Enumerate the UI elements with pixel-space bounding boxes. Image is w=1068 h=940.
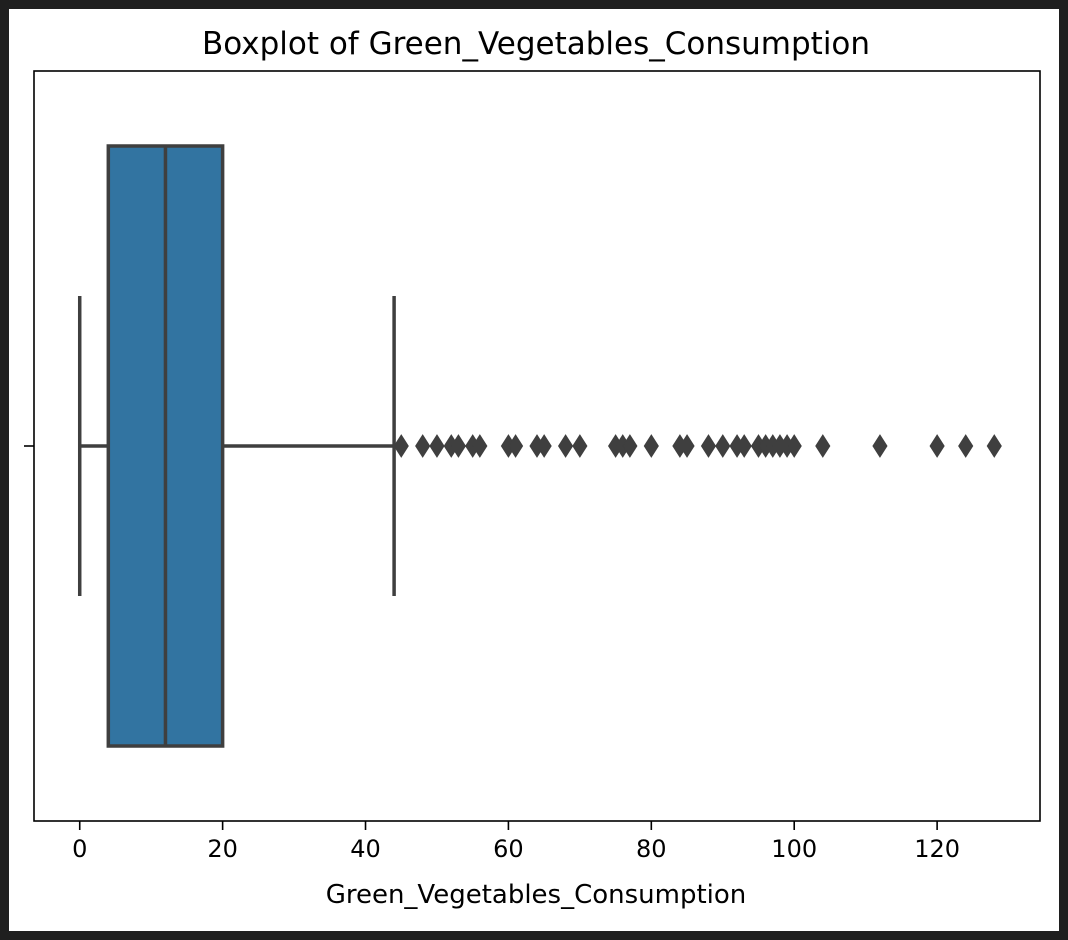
x-tick-label: 20	[207, 835, 238, 863]
outlier-point	[393, 434, 409, 458]
outlier-point	[450, 434, 466, 458]
x-tick-label: 60	[493, 835, 524, 863]
x-tick-label: 120	[914, 835, 960, 863]
x-tick-label: 100	[771, 835, 817, 863]
outlier-point	[622, 434, 638, 458]
outlier-point	[679, 434, 695, 458]
figure-canvas: Boxplot of Green_Vegetables_Consumption …	[9, 9, 1059, 931]
outlier-point	[786, 434, 802, 458]
plot-area: 0 20 40 60 80 100 120	[24, 70, 1041, 863]
outlier-point	[472, 434, 488, 458]
outlier-point	[415, 434, 431, 458]
outlier-point	[929, 434, 945, 458]
outlier-point	[572, 434, 588, 458]
outlier-point	[507, 434, 524, 458]
chart-title: Boxplot of Green_Vegetables_Consumption	[202, 26, 870, 62]
outlier-point	[643, 434, 659, 458]
outlier-point	[715, 434, 731, 458]
outlier-point	[986, 434, 1002, 458]
outlier-point	[958, 434, 974, 458]
outlier-point	[736, 434, 752, 458]
outlier-point	[872, 434, 888, 458]
boxplot-chart: Boxplot of Green_Vegetables_Consumption …	[24, 26, 1041, 910]
x-axis-label: Green_Vegetables_Consumption	[326, 880, 747, 910]
outlier-point	[536, 434, 552, 458]
x-tick-label: 40	[350, 835, 381, 863]
x-tick-label: 0	[72, 835, 87, 863]
outlier-point	[557, 434, 574, 458]
outlier-point	[700, 434, 717, 458]
outlier-point	[429, 434, 445, 458]
x-tick-label: 80	[636, 835, 667, 863]
outlier-point	[815, 434, 831, 458]
